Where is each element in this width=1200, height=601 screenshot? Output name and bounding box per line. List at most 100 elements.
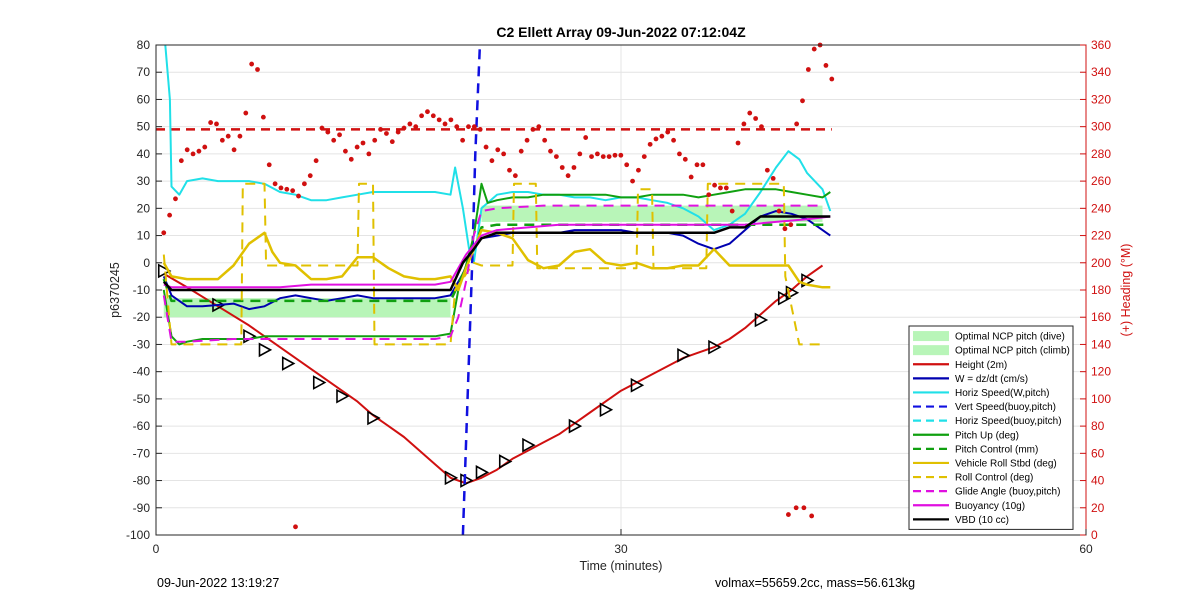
heading-point xyxy=(436,117,442,123)
height-marker xyxy=(777,290,792,306)
y-tick-label: 30 xyxy=(137,174,151,188)
legend-entry: W = dz/dt (cm/s) xyxy=(955,374,1028,385)
y-tick-label: -100 xyxy=(126,528,150,542)
series-line xyxy=(162,210,831,311)
heading-point xyxy=(809,513,815,519)
series-line xyxy=(162,215,831,292)
heading-point xyxy=(793,505,799,511)
heading-point xyxy=(786,512,791,517)
y-tick-label: -70 xyxy=(133,446,151,460)
heading-point xyxy=(301,181,307,187)
heading-point xyxy=(636,167,641,173)
heading-point xyxy=(741,121,747,127)
heading-point xyxy=(389,139,395,145)
y-tick-label: 40 xyxy=(137,147,151,161)
y-tick-label: -30 xyxy=(133,337,151,351)
height-marker xyxy=(785,285,800,301)
y2-tick-label: 20 xyxy=(1091,501,1105,515)
heading-point xyxy=(313,158,319,164)
heading-point xyxy=(530,126,536,132)
heading-point xyxy=(471,124,477,130)
heading-point xyxy=(219,137,225,143)
heading-point xyxy=(331,137,337,143)
heading-point xyxy=(759,124,764,130)
heading-point xyxy=(413,124,419,130)
legend-entry: Pitch Up (deg) xyxy=(955,430,1019,441)
heading-point xyxy=(178,158,184,164)
heading-point xyxy=(243,110,249,116)
legend-entry: Pitch Control (mm) xyxy=(955,444,1038,455)
heading-point xyxy=(354,144,360,150)
heading-point xyxy=(653,136,659,142)
heading-point xyxy=(501,151,507,157)
y2-tick-label: 220 xyxy=(1091,229,1111,243)
chart-title: C2 Ellett Array 09-Jun-2022 07:12:04Z xyxy=(496,24,746,40)
y2-tick-label: 60 xyxy=(1091,446,1105,460)
heading-point xyxy=(729,208,735,214)
heading-point xyxy=(184,147,190,153)
heading-points xyxy=(161,42,835,530)
legend: Optimal NCP pitch (dive) Optimal NCP pitc… xyxy=(908,325,1074,530)
heading-point xyxy=(782,226,788,232)
heading-point xyxy=(823,63,829,68)
heading-point xyxy=(811,46,817,52)
heading-point xyxy=(512,173,518,179)
heading-point xyxy=(712,182,717,188)
legend-entry: Glide Angle (buoy,pitch) xyxy=(955,487,1060,498)
heading-point xyxy=(293,524,298,530)
heading-point xyxy=(401,125,407,131)
heading-point xyxy=(430,113,436,119)
heading-point xyxy=(495,147,501,153)
heading-point xyxy=(202,144,208,150)
heading-point xyxy=(384,131,389,136)
series-line xyxy=(461,44,482,536)
heading-point xyxy=(677,151,682,157)
heading-point xyxy=(723,185,729,191)
heading-point xyxy=(489,158,495,164)
heading-point xyxy=(788,222,794,228)
height-marker xyxy=(157,263,172,279)
y-tick-label: -10 xyxy=(133,283,151,297)
heading-point xyxy=(571,165,577,170)
heading-point xyxy=(524,137,530,143)
heading-point xyxy=(688,174,694,180)
heading-point xyxy=(260,114,266,120)
y2-tick-label: 200 xyxy=(1091,256,1111,270)
heading-point xyxy=(565,173,571,179)
y-tick-label: 20 xyxy=(137,201,151,215)
heading-point xyxy=(296,193,301,199)
heading-point xyxy=(378,126,383,132)
heading-point xyxy=(319,125,325,131)
heading-point xyxy=(196,148,202,154)
heading-point xyxy=(694,162,700,168)
y2-tick-label: 140 xyxy=(1091,337,1111,351)
y-tick-label: 80 xyxy=(137,38,151,52)
x-axis-label: Time (minutes) xyxy=(580,559,663,573)
heading-point xyxy=(483,144,489,150)
legend-entry: Buoyancy (10g) xyxy=(955,501,1025,512)
heading-point xyxy=(290,188,296,194)
heading-point xyxy=(214,121,219,127)
heading-point xyxy=(249,61,255,67)
heading-point xyxy=(589,154,594,160)
heading-point xyxy=(255,67,260,72)
heading-point xyxy=(366,151,372,157)
heading-point xyxy=(448,117,454,123)
heading-point xyxy=(735,140,741,146)
y2-tick-label: 160 xyxy=(1091,310,1111,324)
legend-box xyxy=(908,325,1074,530)
heading-point xyxy=(161,230,167,236)
heading-point xyxy=(173,196,178,202)
heading-point xyxy=(682,156,688,162)
heading-point xyxy=(618,152,624,158)
heading-point xyxy=(325,129,331,135)
heading-point xyxy=(630,178,635,184)
heading-point xyxy=(266,162,272,168)
x-tick-label: 30 xyxy=(614,542,628,556)
heading-point xyxy=(805,67,811,72)
heading-point xyxy=(518,148,524,154)
heading-point xyxy=(272,181,278,187)
heading-point xyxy=(477,126,483,132)
series-line xyxy=(163,215,831,289)
heading-point xyxy=(641,154,647,160)
